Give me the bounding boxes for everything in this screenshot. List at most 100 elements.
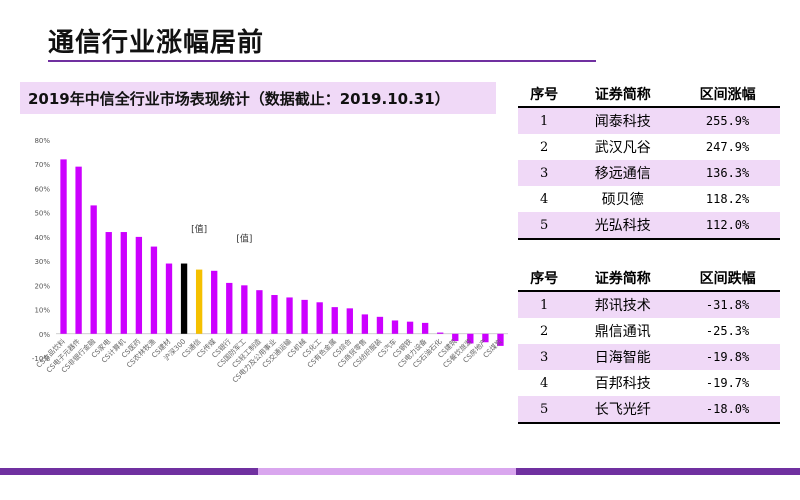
bar: [271, 295, 278, 334]
bar: [241, 285, 248, 334]
column-header: 证券简称: [570, 266, 676, 292]
table-row: 1 闻泰科技 255.9%: [518, 107, 780, 134]
bar: [60, 159, 67, 334]
change-cell: 118.2%: [705, 192, 750, 206]
rank-cell: 1: [518, 107, 571, 134]
stock-name-cell: 鼎信通讯: [594, 324, 651, 340]
footer-band-left: [0, 468, 258, 475]
stock-name-cell: 武汉凡谷: [594, 140, 651, 156]
bar: [406, 321, 414, 334]
stock-name-cell: 光弘科技: [570, 212, 676, 240]
change-cell: 112.0%: [675, 212, 780, 240]
table-row: 3 移远通信 136.3%: [518, 160, 780, 186]
bar: [135, 236, 143, 334]
stock-name-cell: 百邦科技: [594, 376, 651, 392]
bar: [90, 205, 97, 334]
bar: [452, 333, 459, 342]
y-tick-label: 60%: [34, 185, 50, 193]
column-header: 区间跌幅: [675, 266, 780, 292]
stock-name-cell: 硕贝德: [601, 192, 644, 208]
rank-cell: 4: [540, 375, 549, 391]
stock-name-cell: 日海智能: [570, 344, 676, 370]
stock-name-cell: 闻泰科技: [570, 107, 676, 134]
change-cell: 247.9%: [705, 140, 750, 154]
y-tick-label: 20%: [34, 282, 50, 290]
y-tick-label: -10%: [32, 355, 50, 363]
bar: [421, 322, 429, 334]
top-decliners-table: 序号 证券简称 区间跌幅 1 邦讯技术 -31.8% 2 鼎信通讯 -25.3%…: [518, 266, 780, 424]
stock-name-cell: 长飞光纤: [570, 396, 676, 424]
bar: [316, 302, 323, 334]
bar: [391, 320, 399, 334]
bar: [195, 269, 203, 334]
top-gainers-table: 序号 证券简称 区间涨幅 1 闻泰科技 255.9% 2 武汉凡谷 247.9%…: [518, 82, 780, 240]
table-row: 5 光弘科技 112.0%: [518, 212, 780, 240]
y-tick-label: 50%: [34, 210, 50, 218]
table-header-row: 序号 证券简称 区间涨幅: [518, 82, 780, 108]
chart-title: 2019年中信全行业市场表现统计（数据截止：2019.10.31）: [28, 90, 450, 108]
change-cell: -25.3%: [705, 324, 750, 338]
change-cell: -19.7%: [705, 376, 750, 390]
rank-cell: 3: [518, 344, 571, 370]
table-row: 4 百邦科技 -19.7%: [518, 370, 780, 396]
table-row: 5 长飞光纤 -18.0%: [518, 396, 780, 424]
y-tick-label: 0%: [39, 331, 50, 339]
change-cell: -19.8%: [675, 344, 780, 370]
bar: [437, 332, 444, 334]
data-annotation: [值]: [191, 223, 207, 235]
stock-name-cell: 移远通信: [570, 160, 676, 186]
change-cell: 136.3%: [675, 160, 780, 186]
column-header: 序号: [518, 266, 571, 292]
bar: [301, 299, 308, 334]
change-cell: 255.9%: [675, 107, 780, 134]
column-header: 区间涨幅: [675, 82, 780, 108]
bar: [376, 316, 384, 334]
bar: [256, 290, 263, 334]
rank-cell: 5: [518, 212, 571, 240]
y-tick-label: 30%: [34, 258, 50, 266]
column-header: 证券简称: [570, 82, 676, 108]
industry-performance-bar-chart: 80%70%60%50%40%30%20%10%0%-10%CS食品饮料CS电子…: [32, 137, 508, 384]
y-tick-label: 70%: [34, 161, 50, 169]
bar: [75, 166, 82, 334]
bar: [361, 314, 369, 334]
rank-cell: 2: [540, 323, 549, 339]
page-title: 通信行业涨幅居前: [48, 28, 265, 58]
rank-cell: 5: [518, 396, 571, 424]
y-tick-label: 40%: [34, 234, 50, 242]
bar: [165, 263, 173, 334]
rank-cell: 4: [540, 191, 549, 207]
bar: [286, 297, 293, 334]
bar: [482, 333, 489, 343]
stock-name-cell: 邦讯技术: [570, 291, 676, 318]
bar: [120, 232, 127, 334]
bar: [211, 270, 218, 334]
table-row: 2 鼎信通讯 -25.3%: [518, 318, 780, 344]
table-row: 2 武汉凡谷 247.9%: [518, 134, 780, 160]
table-header-row: 序号 证券简称 区间跌幅: [518, 266, 780, 292]
bar: [180, 263, 188, 334]
rank-cell: 3: [518, 160, 571, 186]
column-header: 序号: [518, 82, 571, 108]
title-divider: [48, 60, 596, 62]
change-cell: -18.0%: [675, 396, 780, 424]
bar: [105, 232, 112, 334]
y-tick-label: 10%: [34, 307, 50, 315]
table-row: 3 日海智能 -19.8%: [518, 344, 780, 370]
table-row: 4 硕贝德 118.2%: [518, 186, 780, 212]
bar: [331, 307, 338, 334]
rank-cell: 2: [540, 139, 549, 155]
data-annotation: [值]: [236, 233, 252, 245]
rank-cell: 1: [518, 291, 571, 318]
bar: [467, 333, 474, 344]
chart-title-banner: [20, 82, 496, 114]
change-cell: -31.8%: [675, 291, 780, 318]
footer-band-middle: [258, 468, 516, 475]
table-row: 1 邦讯技术 -31.8%: [518, 291, 780, 318]
footer-band-right: [516, 468, 800, 475]
bar: [150, 246, 158, 334]
bar: [497, 333, 504, 346]
bar: [226, 282, 233, 334]
y-tick-label: 80%: [34, 137, 50, 145]
bar: [346, 308, 353, 334]
